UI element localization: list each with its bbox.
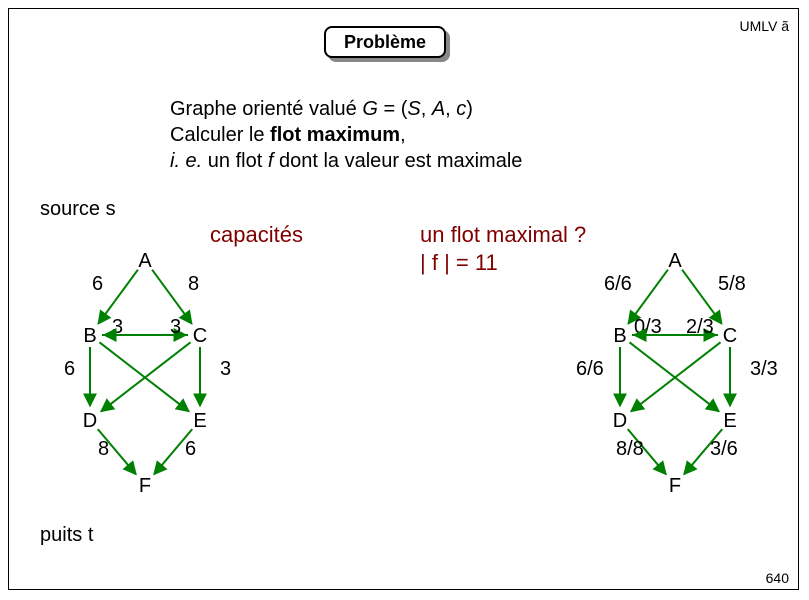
desc-var: S xyxy=(407,98,420,120)
left-graph: 68336386ABCDEF xyxy=(70,230,270,520)
node-label: E xyxy=(193,410,206,432)
edge-label: 6/6 xyxy=(576,358,604,380)
source-word: source xyxy=(40,198,106,220)
edge-label: 8/8 xyxy=(616,438,644,460)
edge-label: 5/8 xyxy=(718,273,746,295)
desc-text: = ( xyxy=(378,98,407,120)
node-label: F xyxy=(669,475,681,497)
edge-label: 3 xyxy=(220,358,231,380)
umlv-label: UMLV ã xyxy=(739,18,789,34)
desc-text: , xyxy=(400,124,406,146)
source-s: s xyxy=(106,198,116,220)
node-label: C xyxy=(723,325,737,347)
desc-bold: flot maximum xyxy=(270,124,400,146)
node-label: B xyxy=(83,325,96,347)
desc-line-2: Calculer le flot maximum, xyxy=(170,122,522,148)
desc-text: ) xyxy=(466,98,473,120)
desc-line-1: Graphe orienté valué G = (S, A, c) xyxy=(170,96,522,122)
edge-label: 8 xyxy=(188,273,199,295)
edge-label: 2/3 xyxy=(686,316,714,338)
node-label: A xyxy=(668,250,682,272)
desc-ie: i. e. xyxy=(170,150,208,172)
flow-bar: | xyxy=(420,250,432,275)
node-label: A xyxy=(138,250,152,272)
desc-var: G xyxy=(362,98,378,120)
title-text: Problème xyxy=(324,26,446,58)
title-box: Problème xyxy=(324,26,446,58)
desc-text: un flot xyxy=(208,150,268,172)
desc-line-3: i. e. un flot f dont la valeur est maxim… xyxy=(170,148,522,174)
sink-t: t xyxy=(88,524,94,546)
edge-label: 8 xyxy=(98,438,109,460)
node-label: E xyxy=(723,410,736,432)
node-label: F xyxy=(139,475,151,497)
desc-var: A xyxy=(432,98,445,120)
edge-label: 3/3 xyxy=(750,358,778,380)
edge-label: 6/6 xyxy=(604,273,632,295)
desc-text: , xyxy=(421,98,432,120)
node-label: C xyxy=(193,325,207,347)
flow-label-1: un flot maximal ? xyxy=(420,222,586,248)
sink-label: puits t xyxy=(40,524,93,547)
flow-label-2: | f | = 11 xyxy=(420,250,498,276)
right-graph: 6/65/80/32/36/63/38/83/6ABCDEF xyxy=(600,230,800,520)
edge-label: 6 xyxy=(185,438,196,460)
source-label: source s xyxy=(40,198,116,221)
flow-val: | = 11 xyxy=(438,250,498,275)
edge-label: 6 xyxy=(64,358,75,380)
edge-label: 3/6 xyxy=(710,438,738,460)
desc-text: Graphe orienté valué xyxy=(170,98,362,120)
edge-label: 6 xyxy=(92,273,103,295)
desc-text: Calculer le xyxy=(170,124,270,146)
sink-word: puits xyxy=(40,524,88,546)
node-label: B xyxy=(613,325,626,347)
edge-label: 3 xyxy=(170,316,181,338)
desc-var: c xyxy=(456,98,466,120)
desc-text: , xyxy=(445,98,456,120)
node-label: D xyxy=(613,410,627,432)
description: Graphe orienté valué G = (S, A, c) Calcu… xyxy=(170,96,522,174)
page-number: 640 xyxy=(766,570,789,586)
node-label: D xyxy=(83,410,97,432)
desc-text: dont la valeur est maximale xyxy=(273,150,522,172)
